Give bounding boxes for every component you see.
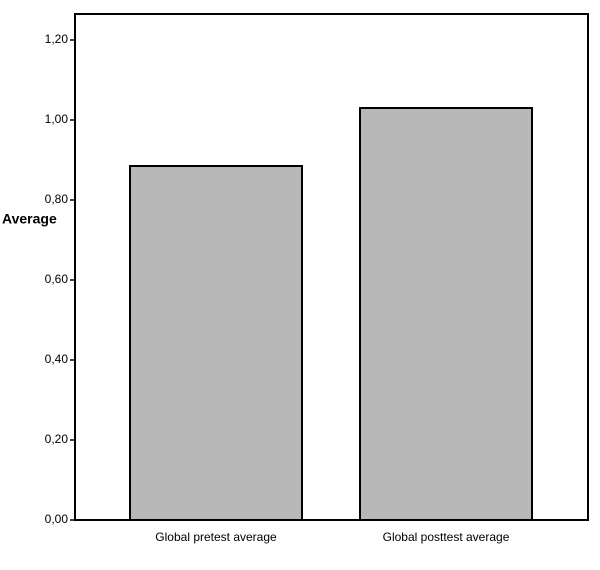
y-tick-label: 1,00 [45,112,69,126]
x-tick-label: Global posttest average [383,530,510,544]
y-tick-label: 1,20 [45,32,69,46]
y-tick-label: 0,00 [45,512,69,526]
y-tick-label: 0,20 [45,432,69,446]
bar [359,107,533,521]
bar [129,165,303,521]
y-tick-label: 0,40 [45,352,69,366]
x-tick-label: Global pretest average [155,530,277,544]
y-axis-label: Average [2,211,57,227]
y-tick-label: 0,80 [45,192,69,206]
plot-frame [74,13,589,521]
y-tick-label: 0,60 [45,272,69,286]
